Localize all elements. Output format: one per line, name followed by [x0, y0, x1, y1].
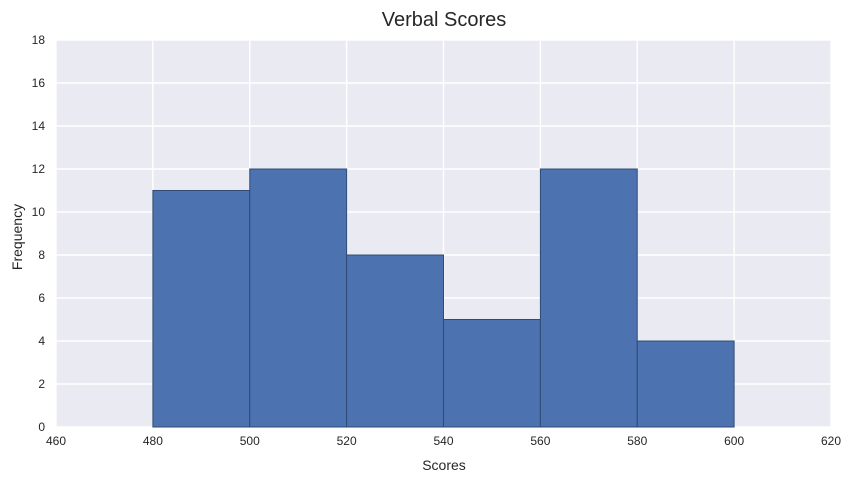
histogram-bar-560-580 — [539, 168, 638, 428]
x-tick-label: 600 — [724, 434, 744, 448]
y-tick-label: 14 — [32, 119, 46, 133]
histogram-bar-520-540 — [346, 254, 444, 428]
bars-group — [152, 168, 735, 428]
y-tick-label: 2 — [38, 377, 45, 391]
x-tick-label: 460 — [46, 434, 66, 448]
y-tick-label: 8 — [38, 248, 45, 262]
y-tick-label: 6 — [38, 291, 45, 305]
x-axis-label: Scores — [422, 457, 466, 473]
chart-title: Verbal Scores — [382, 9, 507, 31]
x-tick-label: 540 — [433, 434, 453, 448]
x-tick-label: 500 — [240, 434, 260, 448]
histogram-bar-540-560 — [443, 319, 541, 428]
histogram-bar-480-500 — [152, 190, 251, 428]
x-tick-label: 480 — [143, 434, 163, 448]
y-axis-label: Frequency — [9, 204, 25, 270]
y-tick-label: 16 — [32, 76, 46, 90]
x-axis-ticks: 460 480 500 520 540 560 580 600 620 — [46, 434, 841, 448]
y-axis-ticks: 0 2 4 6 8 10 12 14 16 18 — [32, 33, 46, 434]
histogram-bar-580-600 — [636, 340, 735, 428]
x-tick-label: 580 — [627, 434, 647, 448]
y-tick-label: 0 — [38, 420, 45, 434]
x-tick-label: 560 — [530, 434, 550, 448]
y-tick-label: 18 — [32, 33, 46, 47]
x-tick-label: 620 — [821, 434, 841, 448]
y-tick-label: 10 — [32, 205, 46, 219]
histogram-bar-500-520 — [249, 168, 348, 428]
x-tick-label: 520 — [337, 434, 357, 448]
y-tick-label: 12 — [32, 162, 46, 176]
y-tick-label: 4 — [38, 334, 45, 348]
